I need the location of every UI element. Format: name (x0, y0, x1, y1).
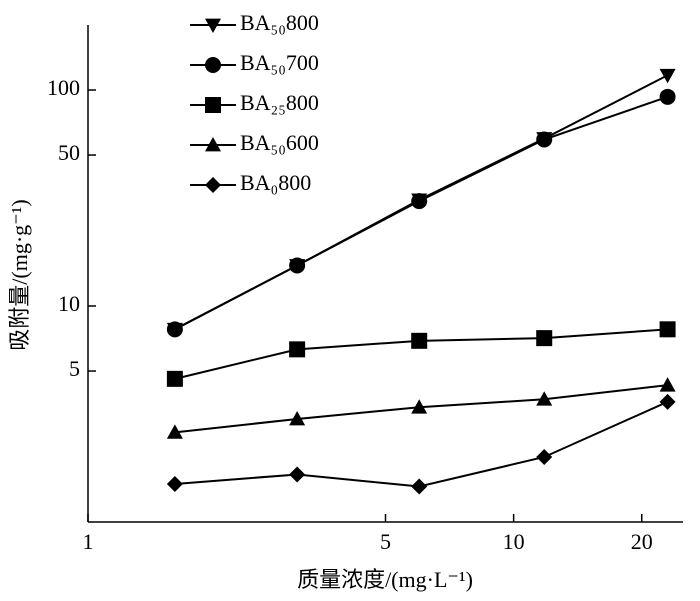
legend-marker (205, 57, 221, 73)
legend-label: BA₀800 (240, 170, 311, 195)
marker (536, 448, 553, 465)
marker (166, 424, 183, 439)
x-tick-label: 10 (503, 529, 525, 554)
legend-label: BA₂₅800 (240, 90, 319, 115)
marker (536, 391, 553, 406)
marker (411, 478, 428, 495)
y-tick-label: 10 (58, 291, 80, 316)
y-tick-label: 100 (47, 75, 80, 100)
marker (659, 321, 676, 338)
marker (411, 193, 428, 210)
marker (289, 257, 306, 274)
legend-marker (205, 18, 221, 33)
y-axis-label: 吸附量/(mg·g⁻¹) (7, 199, 32, 350)
marker (659, 377, 676, 392)
marker (289, 341, 306, 358)
x-tick-label: 20 (631, 529, 653, 554)
y-tick-label: 5 (69, 356, 80, 381)
series-line (174, 400, 668, 488)
marker (659, 393, 676, 410)
y-tick-label: 50 (58, 140, 80, 165)
marker (166, 370, 183, 387)
legend-marker (205, 177, 221, 193)
marker (166, 321, 183, 338)
legend-label: BA₅₀800 (240, 10, 319, 35)
x-tick-label: 5 (380, 529, 391, 554)
x-tick-label: 1 (83, 529, 94, 554)
legend-label: BA₅₀600 (240, 130, 319, 155)
marker (411, 332, 428, 349)
marker (659, 88, 676, 105)
legend-marker (205, 97, 221, 113)
legend-label: BA₅₀700 (240, 50, 319, 75)
marker (166, 475, 183, 492)
marker (289, 466, 306, 483)
marker (536, 330, 553, 347)
legend-marker (205, 137, 221, 152)
marker (659, 68, 676, 84)
x-axis-label: 质量浓度/(mg·L⁻¹) (297, 567, 473, 592)
marker (536, 131, 553, 148)
marker (289, 410, 306, 426)
marker (411, 399, 428, 414)
